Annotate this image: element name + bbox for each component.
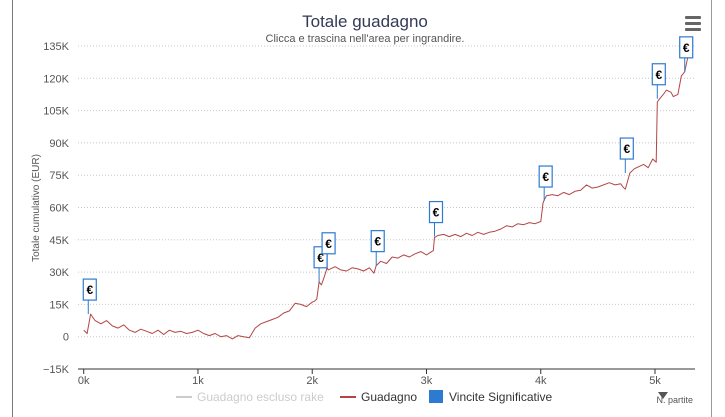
grid-lines xyxy=(78,45,695,338)
legend-item-guadagno[interactable]: Guadagno xyxy=(340,390,417,404)
legend-label-guadagno: Guadagno xyxy=(361,390,417,404)
chart-container[interactable]: Totale guadagno Clicca e trascina nell'a… xyxy=(12,0,712,417)
euro-flag-label: € xyxy=(623,142,630,156)
significant-win-flag[interactable]: € xyxy=(370,230,385,266)
y-tick-label: 30K xyxy=(49,267,69,279)
series-line-guadagno[interactable] xyxy=(83,50,690,340)
y-tick-label: 15K xyxy=(49,299,69,311)
y-axis-title: Totale cumulativo (EUR) xyxy=(31,154,42,262)
y-tick-label: 120K xyxy=(43,73,69,85)
euro-flag-label: € xyxy=(374,235,381,249)
axes: 135K 120K 105K 90K 75K 60K 45K 30K 15K 0 −15K 0k 1k 2… xyxy=(43,41,695,387)
y-tick-label: 60K xyxy=(49,203,69,215)
y-tick-label: 45K xyxy=(49,235,69,247)
euro-flag-label: € xyxy=(86,283,93,297)
x-axis-title: N. partite xyxy=(656,395,693,405)
significant-win-flag[interactable]: € xyxy=(82,278,97,315)
x-tick-label: 3k xyxy=(421,375,433,387)
y-tick-label: 75K xyxy=(49,170,69,182)
legend-label-vincite-significative: Vincite Significative xyxy=(449,390,552,404)
significant-win-flag[interactable]: € xyxy=(428,200,444,237)
x-tick-label: 1k xyxy=(192,375,204,387)
y-tick-label: 135K xyxy=(43,41,69,53)
euro-flag-label: € xyxy=(317,251,324,265)
chart: Totale guadagno Clicca e trascina nell'a… xyxy=(31,12,701,405)
x-tick-label: 2k xyxy=(306,375,318,387)
legend-label-guadagno-escluso-rake: Guadagno escluso rake xyxy=(197,390,324,404)
euro-flag-label: € xyxy=(542,170,549,184)
significant-win-flag[interactable]: € xyxy=(619,137,634,174)
significant-win-flag[interactable]: € xyxy=(538,165,553,202)
significant-win-flag[interactable]: € xyxy=(679,36,694,72)
flags-layer: €€€ €€€€€€ xyxy=(82,36,694,315)
x-tick-label: 4k xyxy=(535,375,547,387)
chart-subtitle: Clicca e trascina nell'area per ingrandi… xyxy=(266,33,465,45)
x-tick-label: 0k xyxy=(78,375,90,387)
y-tick-label: 105K xyxy=(43,106,69,118)
hamburger-menu-icon[interactable] xyxy=(685,16,701,31)
euro-flag-label: € xyxy=(325,237,332,251)
scroll-down-icon[interactable] xyxy=(658,392,668,399)
y-tick-label: 90K xyxy=(49,138,69,150)
series-layer xyxy=(83,50,690,340)
euro-flag-label: € xyxy=(655,68,662,82)
y-tick-label: 0 xyxy=(63,332,69,344)
significant-win-flag[interactable]: € xyxy=(321,232,336,268)
significant-win-flag[interactable]: € xyxy=(651,63,666,99)
legend-item-guadagno-escluso-rake[interactable]: Guadagno escluso rake xyxy=(176,390,324,404)
y-tick-label: −15K xyxy=(43,364,70,376)
legend: Guadagno escluso rake Guadagno Vincite S… xyxy=(176,390,552,404)
chart-title: Totale guadagno xyxy=(302,12,428,31)
x-tick-label: 5k xyxy=(649,375,661,387)
legend-item-vincite-significative[interactable]: Vincite Significative xyxy=(429,390,552,404)
euro-flag-label: € xyxy=(683,41,690,55)
euro-flag-label: € xyxy=(433,206,440,220)
